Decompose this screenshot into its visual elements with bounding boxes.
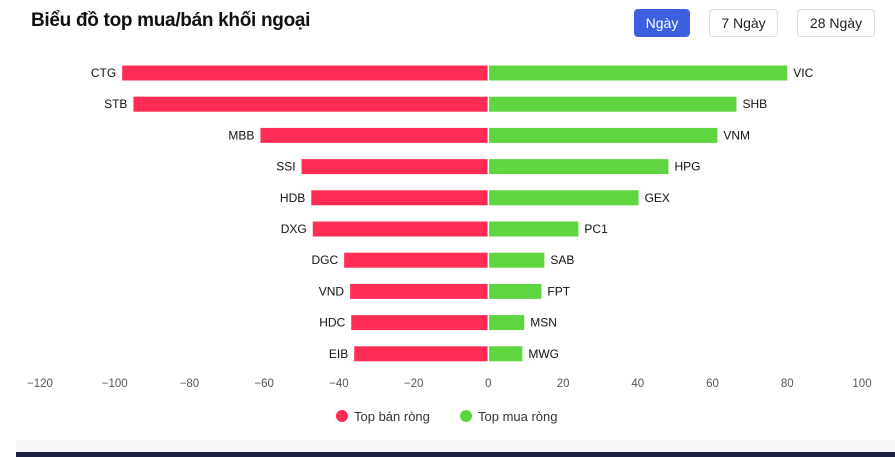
x-tick-label: 80	[781, 378, 794, 390]
bar-label-GEX: GEX	[645, 191, 670, 205]
bar-label-HPG: HPG	[674, 160, 700, 174]
bar-label-FPT: FPT	[547, 284, 570, 298]
bar-GEX	[488, 190, 639, 206]
bar-label-HDC: HDC	[319, 316, 345, 330]
period-7-day-button[interactable]: 7 Ngày	[709, 9, 778, 37]
legend-label-0: Top bán ròng	[354, 409, 430, 424]
bar-label-STB: STB	[104, 97, 127, 111]
bar-EIB	[354, 346, 489, 362]
bar-VND	[350, 283, 489, 299]
bar-label-MSN: MSN	[530, 316, 557, 330]
x-tick-label: −40	[329, 378, 349, 390]
bar-FPT	[488, 283, 542, 299]
bar-SAB	[488, 252, 545, 268]
chart-title: Biểu đồ top mua/bán khối ngoại	[31, 10, 311, 31]
bar-STB	[133, 96, 489, 112]
bar-PC1	[488, 221, 579, 237]
bar-label-MWG: MWG	[528, 347, 559, 361]
x-tick-label: −120	[27, 378, 53, 390]
bar-HDC	[351, 315, 489, 331]
bar-SHB	[488, 96, 737, 112]
period-day-button[interactable]: Ngày	[634, 9, 690, 37]
x-tick-label: −20	[404, 378, 424, 390]
bar-DXG	[312, 221, 489, 237]
bar-label-PC1: PC1	[584, 222, 608, 236]
bar-HDB	[311, 190, 489, 206]
legend-label-1: Top mua ròng	[478, 409, 558, 424]
bar-label-MBB: MBB	[228, 128, 254, 142]
bar-label-HDB: HDB	[280, 191, 305, 205]
x-tick-label: 40	[631, 378, 644, 390]
bar-label-DXG: DXG	[281, 222, 307, 236]
bar-label-SHB: SHB	[742, 97, 767, 111]
bar-VIC	[488, 65, 788, 81]
bar-MSN	[488, 315, 525, 331]
legend-marker-1	[460, 410, 472, 422]
bar-label-DGC: DGC	[311, 253, 338, 267]
x-tick-label: −100	[102, 378, 128, 390]
bar-label-VIC: VIC	[793, 66, 813, 80]
bar-VNM	[488, 127, 718, 143]
bar-SSI	[301, 159, 489, 175]
bar-label-SSI: SSI	[276, 160, 295, 174]
bar-CTG	[122, 65, 489, 81]
bar-label-VND: VND	[319, 284, 345, 298]
footer-bar	[16, 452, 895, 457]
x-tick-label: 20	[557, 378, 570, 390]
bar-label-CTG: CTG	[91, 66, 116, 80]
bar-HPG	[488, 159, 669, 175]
x-tick-label: 0	[485, 378, 491, 390]
bar-MBB	[260, 127, 489, 143]
diverging-bar-chart: CTG STB MBB SSI HDB DXG DGC VND HDC EIB VIC SHB VNM H…	[27, 65, 872, 424]
x-tick-label: −60	[254, 378, 274, 390]
bar-MWG	[488, 346, 523, 362]
x-tick-label: 60	[706, 378, 719, 390]
bar-label-VNM: VNM	[723, 128, 750, 142]
section-divider	[16, 440, 895, 452]
period-28-day-button[interactable]: 28 Ngày	[797, 9, 875, 37]
x-tick-label: −80	[180, 378, 200, 390]
legend-marker-0	[336, 410, 348, 422]
x-tick-label: 100	[852, 378, 871, 390]
bar-label-EIB: EIB	[329, 347, 348, 361]
bar-label-SAB: SAB	[550, 253, 574, 267]
bar-DGC	[344, 252, 489, 268]
